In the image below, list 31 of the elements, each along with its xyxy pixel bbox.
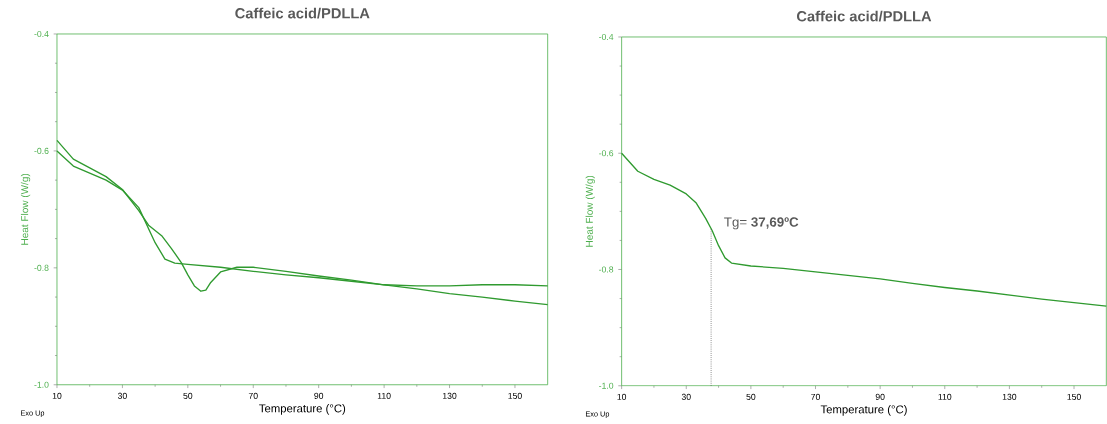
x-tick-label: 130 — [442, 392, 457, 400]
y-tick-label: -0.4 — [34, 31, 49, 38]
x-tick-label: 30 — [681, 393, 691, 401]
x-tick-label: 30 — [117, 392, 127, 400]
x-tick-label: 10 — [52, 392, 62, 400]
x-tick-label: 70 — [248, 392, 258, 400]
x-tick-label: 90 — [314, 392, 324, 400]
y-tick-label: -0.8 — [34, 264, 49, 272]
x-tick-label: 110 — [377, 392, 391, 400]
y-tick-label: -1.0 — [599, 382, 614, 389]
x-tick-label: 110 — [938, 393, 952, 401]
y-tick-label: -0.6 — [599, 150, 614, 157]
ref-line-label: Tg= 37,69ºC — [724, 217, 799, 230]
y-tick-label: -1.0 — [34, 381, 49, 388]
x-tick-label: 50 — [746, 393, 756, 401]
y-tick-label: -0.8 — [599, 266, 614, 273]
chart-title: Caffeic acid/PDLLA — [796, 10, 932, 22]
chart-title: Caffeic acid/PDLLA — [235, 7, 370, 19]
y-tick-label: -0.4 — [599, 34, 614, 41]
x-tick-label: 50 — [183, 392, 193, 400]
x-tick-label: 10 — [617, 393, 627, 401]
x-tick-label: 130 — [1002, 393, 1017, 401]
x-tick-label: 90 — [875, 393, 885, 401]
x-axis-title: Temperature (°C) — [820, 405, 907, 416]
y-axis-title: Heat Flow (W/g) — [20, 174, 31, 245]
x-tick-label: 70 — [811, 393, 820, 401]
y-tick-label: -0.6 — [34, 147, 49, 155]
x-tick-label: 150 — [1067, 393, 1081, 401]
x-axis-title: Temperature (°C) — [259, 404, 346, 415]
x-tick-label: 150 — [508, 392, 522, 400]
y-axis-title: Heat Flow (W/g) — [585, 176, 595, 247]
